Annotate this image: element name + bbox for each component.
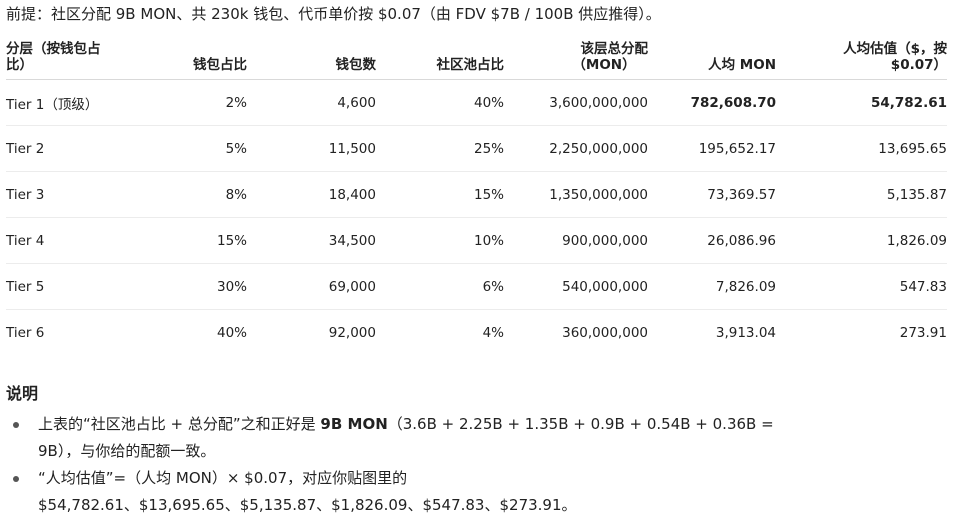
cell-wallet-count: 4,600 (247, 79, 376, 126)
header-wallet-count: 钱包数 (247, 30, 376, 80)
cell-valuation: 273.91 (899, 324, 947, 341)
cell-wallet-count: 92,000 (328, 324, 376, 341)
cell-pool-pct: 10% (376, 217, 504, 264)
cell-per-capita: 26,086.96 (648, 217, 776, 264)
header-pool-pct: 社区池占比 (376, 30, 504, 80)
cell-per-capita: 782,608.70 (648, 79, 776, 126)
cell-pool-pct: 4% (482, 324, 504, 341)
bullet-dot-icon (13, 476, 19, 482)
table-row: Tier 4 15% 34,500 10% 900,000,000 26,086… (6, 217, 947, 264)
cell-per-capita: 7,826.09 (648, 263, 776, 310)
cell-tier: Tier 4 (6, 217, 126, 264)
premise-text: 前提：社区分配 9B MON、共 230k 钱包、代币单价按 $0.07（由 F… (6, 5, 661, 23)
table-header-row: 分层（按钱包占 比） 钱包占比 钱包数 社区池占比 该层总分配 （MON） 人均… (6, 30, 947, 80)
cell-wallet-count: 18,400 (247, 171, 376, 218)
cell-valuation: 1,826.09 (776, 217, 947, 264)
cell-total: 360,000,000 (562, 324, 648, 341)
cell-tier: Tier 5 (6, 263, 126, 310)
table-row: Tier 6 40% 92,000 4% 360,000,000 3,913.0… (6, 310, 947, 356)
cell-pool-pct: 25% (376, 125, 504, 172)
cell-wallet-pct: 30% (126, 263, 247, 310)
cell-per-capita: 3,913.04 (715, 324, 776, 341)
header-tier: 分层（按钱包占 比） (6, 30, 126, 80)
cell-total: 900,000,000 (504, 217, 648, 264)
list-item: 上表的“社区池占比 + 总分配”之和正好是 9B MON（3.6B + 2.25… (6, 411, 946, 465)
cell-total: 3,600,000,000 (504, 79, 648, 126)
cell-total: 540,000,000 (504, 263, 648, 310)
cell-tier: Tier 1（顶级） (6, 79, 126, 126)
header-per-capita: 人均 MON (648, 30, 776, 80)
cell-total: 2,250,000,000 (504, 125, 648, 172)
cell-valuation: 54,782.61 (776, 79, 947, 126)
cell-pool-pct: 40% (376, 79, 504, 126)
cell-tier: Tier 6 (6, 324, 45, 341)
cell-pool-pct: 6% (376, 263, 504, 310)
bullet-dot-icon (13, 422, 19, 428)
header-valuation: 人均估值（$，按 $0.07） (776, 30, 947, 80)
cell-wallet-pct: 15% (126, 217, 247, 264)
table-row: Tier 2 5% 11,500 25% 2,250,000,000 195,6… (6, 125, 947, 172)
cell-wallet-count: 11,500 (247, 125, 376, 172)
cell-per-capita: 195,652.17 (648, 125, 776, 172)
cell-wallet-count: 34,500 (247, 217, 376, 264)
notes-list: 上表的“社区池占比 + 总分配”之和正好是 9B MON（3.6B + 2.25… (6, 411, 946, 519)
cell-valuation: 13,695.65 (776, 125, 947, 172)
cell-per-capita: 73,369.57 (648, 171, 776, 218)
note-line: “人均估值”=（人均 MON）× $0.07，对应你贴图里的 (38, 469, 408, 487)
cell-valuation: 547.83 (776, 263, 947, 310)
table-row: Tier 3 8% 18,400 15% 1,350,000,000 73,36… (6, 171, 947, 218)
header-total-allocation: 该层总分配 （MON） (504, 30, 648, 80)
header-wallet-pct: 钱包占比 (126, 30, 247, 80)
cell-tier: Tier 2 (6, 125, 126, 172)
table-row: Tier 1（顶级） 2% 4,600 40% 3,600,000,000 78… (6, 79, 947, 126)
cell-valuation: 5,135.87 (776, 171, 947, 218)
cell-wallet-count: 69,000 (247, 263, 376, 310)
cell-tier: Tier 3 (6, 171, 126, 218)
cell-wallet-pct: 40% (216, 324, 247, 341)
cell-pool-pct: 15% (376, 171, 504, 218)
list-item: “人均估值”=（人均 MON）× $0.07，对应你贴图里的 $54,782.6… (6, 465, 946, 519)
note-line: 上表的“社区池占比 + 总分配”之和正好是 9B MON（3.6B + 2.25… (38, 415, 774, 433)
cell-wallet-pct: 8% (126, 171, 247, 218)
notes-heading: 说明 (6, 384, 39, 403)
cell-total: 1,350,000,000 (504, 171, 648, 218)
cell-wallet-pct: 5% (126, 125, 247, 172)
tier-distribution-table: 分层（按钱包占 比） 钱包占比 钱包数 社区池占比 该层总分配 （MON） 人均… (6, 30, 947, 355)
table-row: Tier 5 30% 69,000 6% 540,000,000 7,826.0… (6, 263, 947, 310)
note-line: $54,782.61、$13,695.65、$5,135.87、$1,826.0… (38, 496, 577, 514)
cell-wallet-pct: 2% (126, 79, 247, 126)
note-line: 9B），与你给的配额一致。 (38, 442, 216, 460)
